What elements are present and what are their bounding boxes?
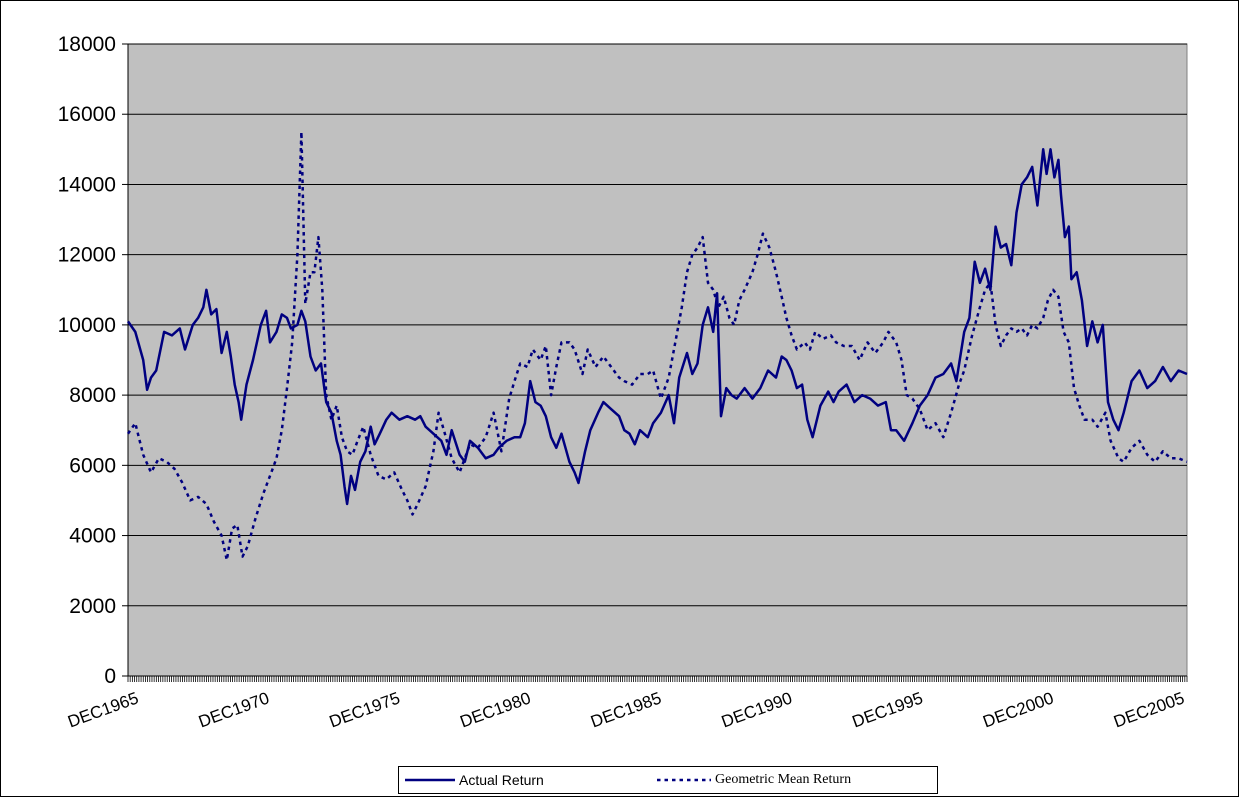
legend-item-actual-return: Actual Return [405,767,544,793]
x-tick-label: DEC1965 [65,688,141,731]
legend-label-actual-return: Actual Return [459,772,544,788]
x-tick-label: DEC1970 [196,688,272,731]
x-tick-label: DEC1995 [850,688,926,731]
legend-swatch-solid [405,778,455,782]
y-tick-label: 16000 [58,103,116,126]
x-tick-label: DEC1980 [457,688,533,731]
y-tick-label: 12000 [58,244,116,267]
y-tick-label: 2000 [69,595,116,618]
legend-item-geometric-mean-return: Geometric Mean Return [657,767,851,793]
x-tick-label: DEC1985 [588,688,664,731]
y-tick-label: 18000 [58,33,116,56]
x-tick-label: DEC2000 [980,688,1056,731]
x-tick-label: DEC1990 [719,688,795,731]
x-tick-label: DEC2005 [1111,688,1187,731]
x-minor-ticks [127,676,1188,682]
series-line-actual-return [126,148,1188,506]
y-tick-label: 6000 [69,454,116,477]
y-tick-label: 8000 [69,384,116,407]
x-tick-label: DEC1975 [327,688,403,731]
y-tick-label: 10000 [58,314,116,337]
y-tick-label: 0 [104,665,116,688]
legend: Actual Return Geometric Mean Return [398,766,938,794]
series-line-geometric-mean-return [126,130,1188,562]
plot-area [127,43,1188,677]
legend-label-geometric-mean-return: Geometric Mean Return [715,772,852,787]
y-tick-label: 14000 [58,173,116,196]
y-tick-label: 4000 [69,525,116,548]
legend-swatch-dotted [657,778,711,782]
